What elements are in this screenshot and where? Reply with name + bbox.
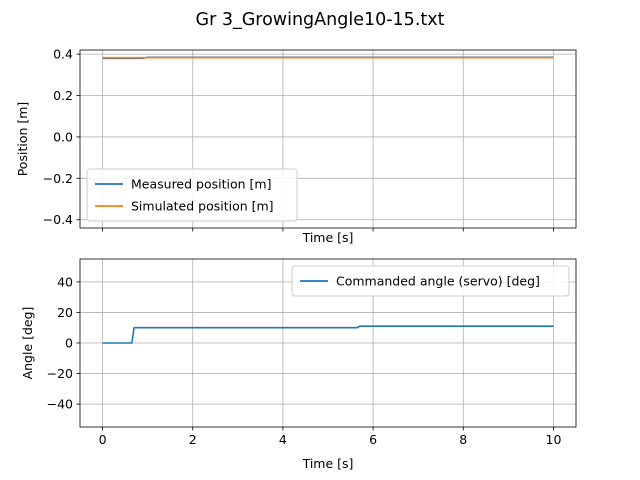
x-axis-label: Time [s] [302, 456, 354, 471]
y-tick-label: 0 [65, 336, 73, 351]
x-tick-label: 4 [279, 432, 287, 447]
legend-label: Commanded angle (servo) [deg] [336, 274, 540, 289]
position-axes: −0.4 −0.2 0.0 0.2 0.4 Time [s] Position [m] Mea… [15, 47, 577, 245]
legend-box [291, 265, 570, 297]
legend-box [86, 168, 298, 222]
y-tick-label: −20 [47, 366, 73, 381]
legend: Commanded angle (servo) [deg] [291, 265, 570, 297]
x-tick-label: 2 [189, 432, 197, 447]
y-tick-label: 0.2 [53, 88, 73, 103]
y-tick-label: 0.4 [53, 47, 73, 62]
y-tick-label: −40 [47, 397, 73, 412]
y-tick-label: −0.2 [43, 171, 73, 186]
series-line-0 [102, 325, 554, 344]
y-axis-label: Angle [deg] [20, 307, 35, 380]
angle-axes: 0 2 4 6 8 10 −40 −20 0 20 40 Time [s] Angle [deg] Com… [20, 258, 577, 471]
legend: Measured position [m] Simulated position … [86, 168, 298, 222]
y-tick-label: 20 [57, 305, 73, 320]
y-tick-label: 0.0 [53, 129, 73, 144]
x-tick-label: 8 [459, 432, 467, 447]
x-axis-label: Time [s] [302, 230, 354, 245]
x-tick-label: 6 [369, 432, 377, 447]
legend-label: Simulated position [m] [131, 199, 274, 214]
axes-frame [79, 49, 577, 229]
legend-label: Measured position [m] [131, 177, 271, 192]
x-tick-label: 10 [546, 432, 562, 447]
x-tick-label: 0 [99, 432, 107, 447]
y-tick-label: 40 [57, 274, 73, 289]
y-tick-label: −0.4 [43, 212, 73, 227]
figure-title: Gr 3_GrowingAngle10-15.txt [196, 10, 445, 30]
y-axis-label: Position [m] [15, 102, 30, 177]
